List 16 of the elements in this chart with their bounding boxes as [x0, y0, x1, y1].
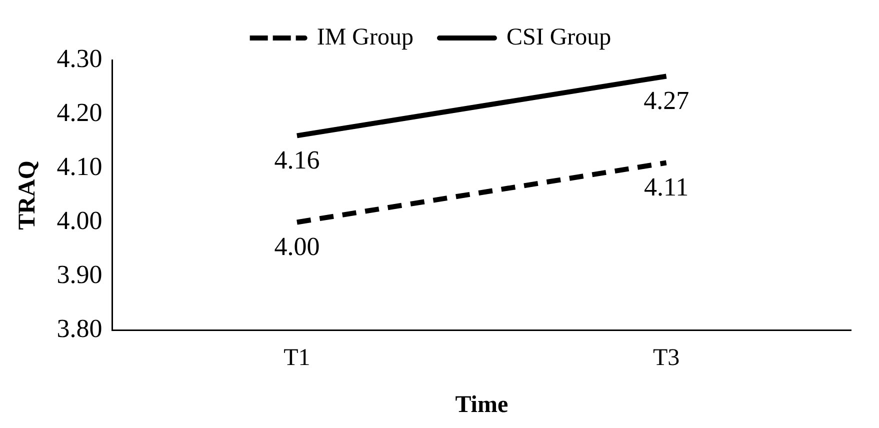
- data-label: 4.00: [274, 232, 320, 262]
- x-tick-label: T1: [284, 345, 310, 372]
- x-axis-title: Time: [455, 392, 508, 418]
- legend-label: CSI Group: [506, 24, 612, 50]
- y-tick-label: 3.90: [56, 260, 102, 290]
- y-tick-label: 4.20: [56, 98, 102, 127]
- x-tick-label: T3: [652, 345, 680, 372]
- data-label: 4.11: [644, 172, 689, 202]
- data-label: 4.27: [644, 86, 690, 116]
- y-tick-label: 4.10: [56, 152, 102, 181]
- y-tick-label: 4.30: [56, 44, 102, 73]
- y-axis-title: TRAQ: [14, 160, 41, 230]
- data-label: 4.16: [274, 146, 320, 175]
- y-tick-label: 4.00: [56, 206, 102, 236]
- y-tick-label: 3.80: [56, 314, 102, 344]
- legend-label: IM Group: [316, 24, 414, 50]
